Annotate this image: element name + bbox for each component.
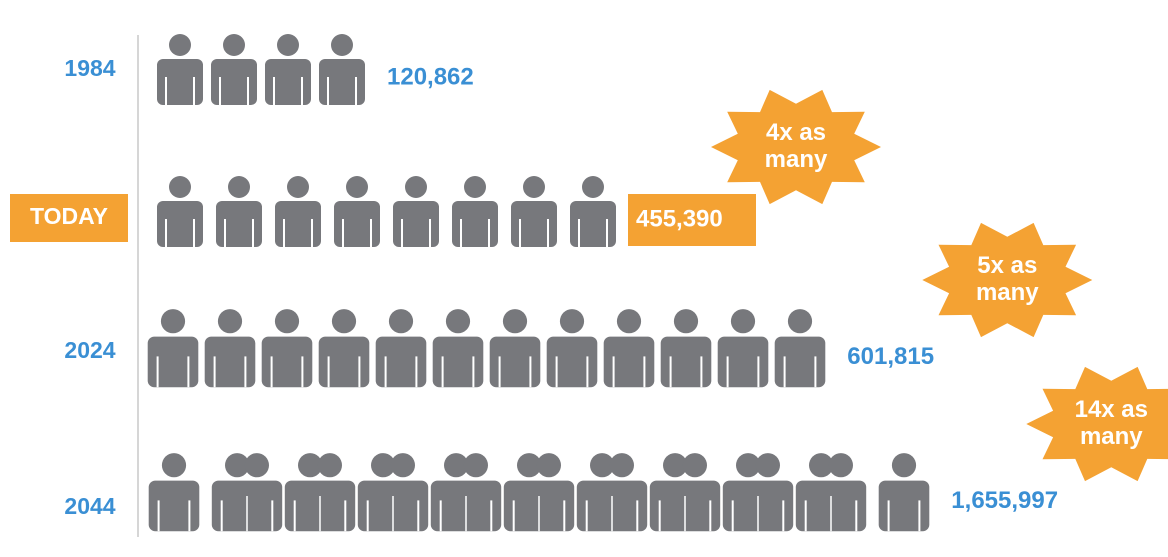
pictogram xyxy=(148,453,930,532)
category-label: TODAY xyxy=(30,203,108,229)
badge-text: many xyxy=(1080,423,1143,450)
icon-head xyxy=(388,309,414,334)
pictogram xyxy=(147,309,826,388)
icon-head xyxy=(444,453,469,478)
icon-head xyxy=(673,309,699,334)
icon-body xyxy=(319,59,365,105)
icon-head xyxy=(161,453,187,478)
icon-head xyxy=(736,453,761,478)
icon-body xyxy=(216,201,262,247)
icon-head xyxy=(317,453,342,478)
icon-body xyxy=(717,336,769,388)
icon-head xyxy=(828,453,854,478)
value-label: 120,862 xyxy=(387,63,474,90)
icon-body xyxy=(318,336,370,388)
icon-head xyxy=(536,453,562,478)
icon-head xyxy=(405,176,427,198)
icon-body xyxy=(432,336,484,388)
icon-body xyxy=(211,59,257,105)
icon-body xyxy=(204,336,256,388)
icon-head xyxy=(787,309,813,334)
icon-head xyxy=(616,309,642,334)
badge xyxy=(1026,366,1168,482)
icon-body xyxy=(334,201,380,247)
icon-body xyxy=(878,480,930,532)
pictogram xyxy=(157,176,616,247)
icon-head xyxy=(590,453,615,478)
icon-body xyxy=(393,201,439,247)
badge-text: 4x as xyxy=(766,119,826,146)
icon-body xyxy=(546,336,598,388)
icon-body xyxy=(452,201,498,247)
icon-head xyxy=(809,453,834,478)
icon-body xyxy=(489,336,541,388)
icon-head xyxy=(244,453,269,478)
icon-head xyxy=(730,309,756,334)
icon-head xyxy=(517,453,542,478)
icon-head xyxy=(223,34,245,56)
category-highlight xyxy=(10,194,128,242)
icon-head xyxy=(228,176,250,198)
icon-head xyxy=(274,309,300,334)
icon-head xyxy=(390,453,415,478)
icon-head xyxy=(559,309,585,334)
icon-head xyxy=(217,309,243,334)
icon-head xyxy=(464,176,486,198)
icon-head xyxy=(287,176,309,198)
category-label: 1984 xyxy=(64,55,115,81)
icon-body xyxy=(774,336,826,388)
icon-head xyxy=(523,176,545,198)
icon-head xyxy=(755,453,781,478)
value-highlight xyxy=(628,194,756,246)
value-label: 601,815 xyxy=(847,343,934,370)
icon-body xyxy=(265,59,311,105)
icon-head xyxy=(502,309,528,334)
icon-head xyxy=(463,453,488,478)
badge-text: many xyxy=(765,146,828,173)
icon-head xyxy=(277,34,299,56)
icon-head xyxy=(682,453,708,478)
icon-body xyxy=(570,201,616,247)
icon-head xyxy=(346,176,368,198)
icon-body xyxy=(157,59,203,105)
badge xyxy=(922,222,1093,338)
icon-head xyxy=(225,453,250,478)
icon-body xyxy=(511,201,557,247)
value-label: 1,655,997 xyxy=(951,487,1058,514)
badge-text: 14x as xyxy=(1075,396,1148,423)
icon-body xyxy=(660,336,712,388)
icon-body xyxy=(261,336,313,388)
badge-text: 5x as xyxy=(977,252,1037,279)
icon-head xyxy=(169,34,191,56)
icon-head xyxy=(445,309,471,334)
icon-head xyxy=(609,453,635,478)
icon-head xyxy=(891,453,917,478)
icon-body xyxy=(147,336,199,388)
icon-head xyxy=(169,176,191,198)
icon-body xyxy=(157,201,203,247)
icon-body xyxy=(375,336,427,388)
pictogram xyxy=(157,34,365,105)
icon-body xyxy=(148,480,200,532)
icon-head xyxy=(663,453,688,478)
category-label: 2044 xyxy=(64,493,115,519)
icon-head xyxy=(331,309,357,334)
category-label: 2024 xyxy=(64,337,115,363)
icon-body xyxy=(275,201,321,247)
icon-head xyxy=(331,34,353,56)
value-label: 455,390 xyxy=(636,205,723,232)
icon-head xyxy=(582,176,604,198)
badge xyxy=(711,89,881,205)
icon-body xyxy=(603,336,655,388)
icon-head xyxy=(160,309,186,334)
badge-text: many xyxy=(976,279,1039,306)
icon-head xyxy=(298,453,323,478)
icon-head xyxy=(371,453,396,478)
